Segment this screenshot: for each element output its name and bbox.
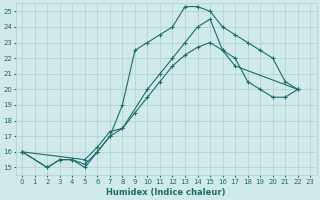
X-axis label: Humidex (Indice chaleur): Humidex (Indice chaleur) <box>107 188 226 197</box>
